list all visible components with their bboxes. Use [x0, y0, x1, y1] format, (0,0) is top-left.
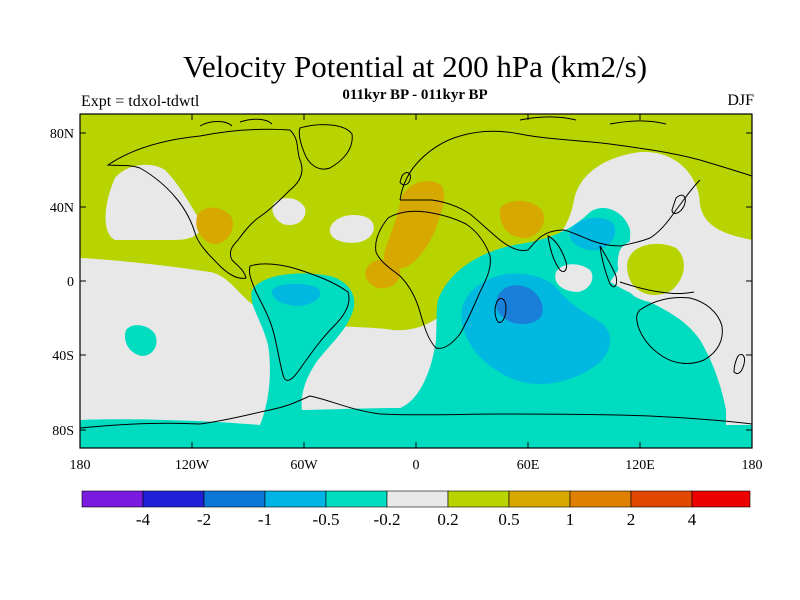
season-label: DJF — [727, 92, 754, 109]
pos-mod-region-africa-mediterranean — [383, 181, 445, 269]
coastline-japan — [671, 194, 686, 214]
coastline-australia — [636, 297, 723, 364]
coastline-south-america — [249, 263, 350, 381]
zero-region-atlantic-small — [329, 215, 374, 243]
colorbar-label: 0.5 — [498, 510, 519, 529]
map-title: Velocity Potential at 200 hPa (km2/s) — [182, 49, 648, 84]
y-tick-label: 0 — [67, 275, 74, 290]
colorbar-swatch — [386, 490, 449, 508]
colorbar-label: 1 — [566, 510, 575, 529]
x-tick-label: 60W — [290, 458, 318, 473]
x-axis — [79, 114, 753, 448]
neg-mod-region-amazon — [271, 283, 321, 306]
coastline-india — [547, 235, 567, 273]
y-tick-label: 80S — [52, 424, 74, 439]
x-axis-labels: 180 120W 60W 0 60E 120E 180 — [70, 458, 763, 473]
colorbar-swatch — [203, 490, 266, 508]
colorbar-swatch — [569, 490, 632, 508]
y-tick-label: 40S — [52, 349, 74, 364]
x-tick-label: 180 — [70, 458, 91, 473]
y-axis-labels: 80N 40N 0 40S 80S — [50, 127, 74, 439]
colorbar-label: -0.2 — [374, 510, 401, 529]
zero-region-hudson — [272, 198, 306, 226]
colorbar-label: 2 — [627, 510, 636, 529]
colorbar-labels: -4 -2 -1 -0.5 -0.2 0.2 0.5 1 2 4 — [136, 510, 697, 529]
colorbar-label: -1 — [258, 510, 272, 529]
pos-region-philippines — [627, 243, 684, 295]
colorbar-swatch — [691, 490, 751, 508]
colorbar-label: -2 — [197, 510, 211, 529]
coastline-africa — [375, 210, 491, 349]
x-tick-label: 120W — [175, 458, 210, 473]
pos-mod-region-mexico — [196, 207, 233, 244]
neg-region-south-pacific-small — [124, 325, 157, 356]
coastline-north-america — [106, 128, 303, 279]
y-axis — [80, 132, 752, 431]
colorbar — [81, 490, 751, 508]
neg-region-southern-ocean — [80, 425, 752, 448]
colorbar-label: -0.5 — [313, 510, 340, 529]
colorbar-swatch — [264, 490, 327, 508]
colorbar-swatch — [142, 490, 205, 508]
neg-mod-region-bay-of-bengal — [569, 217, 616, 251]
y-tick-label: 40N — [50, 201, 74, 216]
colorbar-swatch — [630, 490, 693, 508]
x-tick-label: 120E — [625, 458, 655, 473]
coastline-madagascar — [494, 297, 507, 323]
coastline-greenland — [298, 124, 353, 170]
experiment-label: Expt = tdxol-tdwtl — [81, 93, 200, 110]
colorbar-label: 0.2 — [437, 510, 458, 529]
coastline-antarctica — [80, 395, 752, 429]
coastline-eurasia — [399, 130, 752, 251]
x-tick-label: 180 — [742, 458, 763, 473]
x-tick-label: 0 — [413, 458, 420, 473]
neg-region-south-america — [80, 273, 355, 440]
y-tick-label: 80N — [50, 127, 74, 142]
colorbar-label: -4 — [136, 510, 151, 529]
pos-mod-region-arabia — [499, 200, 545, 238]
colorbar-label: 4 — [688, 510, 697, 529]
map-panel — [80, 114, 752, 448]
zero-region-north-pacific — [105, 164, 202, 240]
pos-mod-region-gulf-guinea — [365, 259, 401, 289]
coastlines — [80, 116, 752, 429]
colorbar-swatch — [447, 490, 510, 508]
map-subtitle: 011kyr BP - 011kyr BP — [342, 87, 488, 103]
colorbar-swatch — [508, 490, 571, 508]
coastline-new-zealand — [733, 353, 745, 375]
coastline-southeast-asia — [599, 245, 695, 294]
coastline-arctic-islands — [199, 116, 667, 127]
coastline-uk — [399, 172, 411, 186]
neg-strong-region-indian-core — [496, 285, 543, 324]
colorbar-swatch — [325, 490, 388, 508]
x-tick-label: 60E — [517, 458, 540, 473]
colorbar-swatch — [81, 490, 144, 508]
